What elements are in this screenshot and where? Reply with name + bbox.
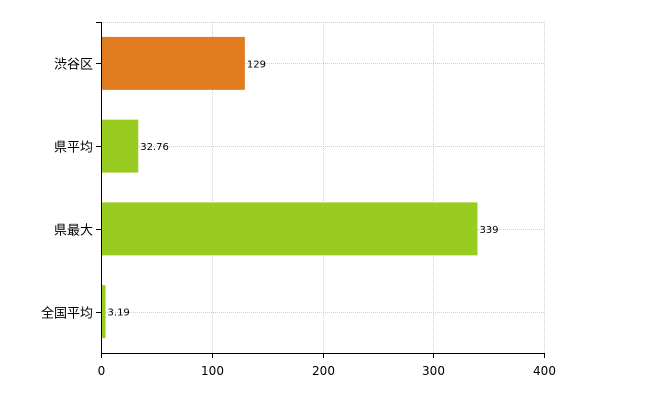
bar (102, 36, 245, 90)
bar (102, 119, 139, 173)
y-tick-label: 渋谷区 (54, 58, 93, 73)
data-label: 129 (247, 59, 266, 70)
bar-layer (102, 36, 478, 339)
y-tick-label: 全国平均 (41, 306, 93, 322)
x-tick-label: 200 (312, 364, 335, 378)
x-tick-label: 300 (422, 364, 445, 378)
y-tick-label: 県最大 (54, 224, 93, 239)
bar (102, 285, 106, 339)
x-tick-label: 400 (533, 364, 556, 378)
data-label: 339 (479, 225, 498, 236)
y-tick-label: 県平均 (54, 141, 93, 156)
bar (102, 202, 478, 256)
data-label: 32.76 (140, 142, 169, 153)
axis-layer (96, 22, 545, 358)
x-tick-label: 0 (98, 364, 106, 378)
x-tick-label: 100 (201, 364, 224, 378)
data-label: 3.19 (108, 308, 130, 319)
